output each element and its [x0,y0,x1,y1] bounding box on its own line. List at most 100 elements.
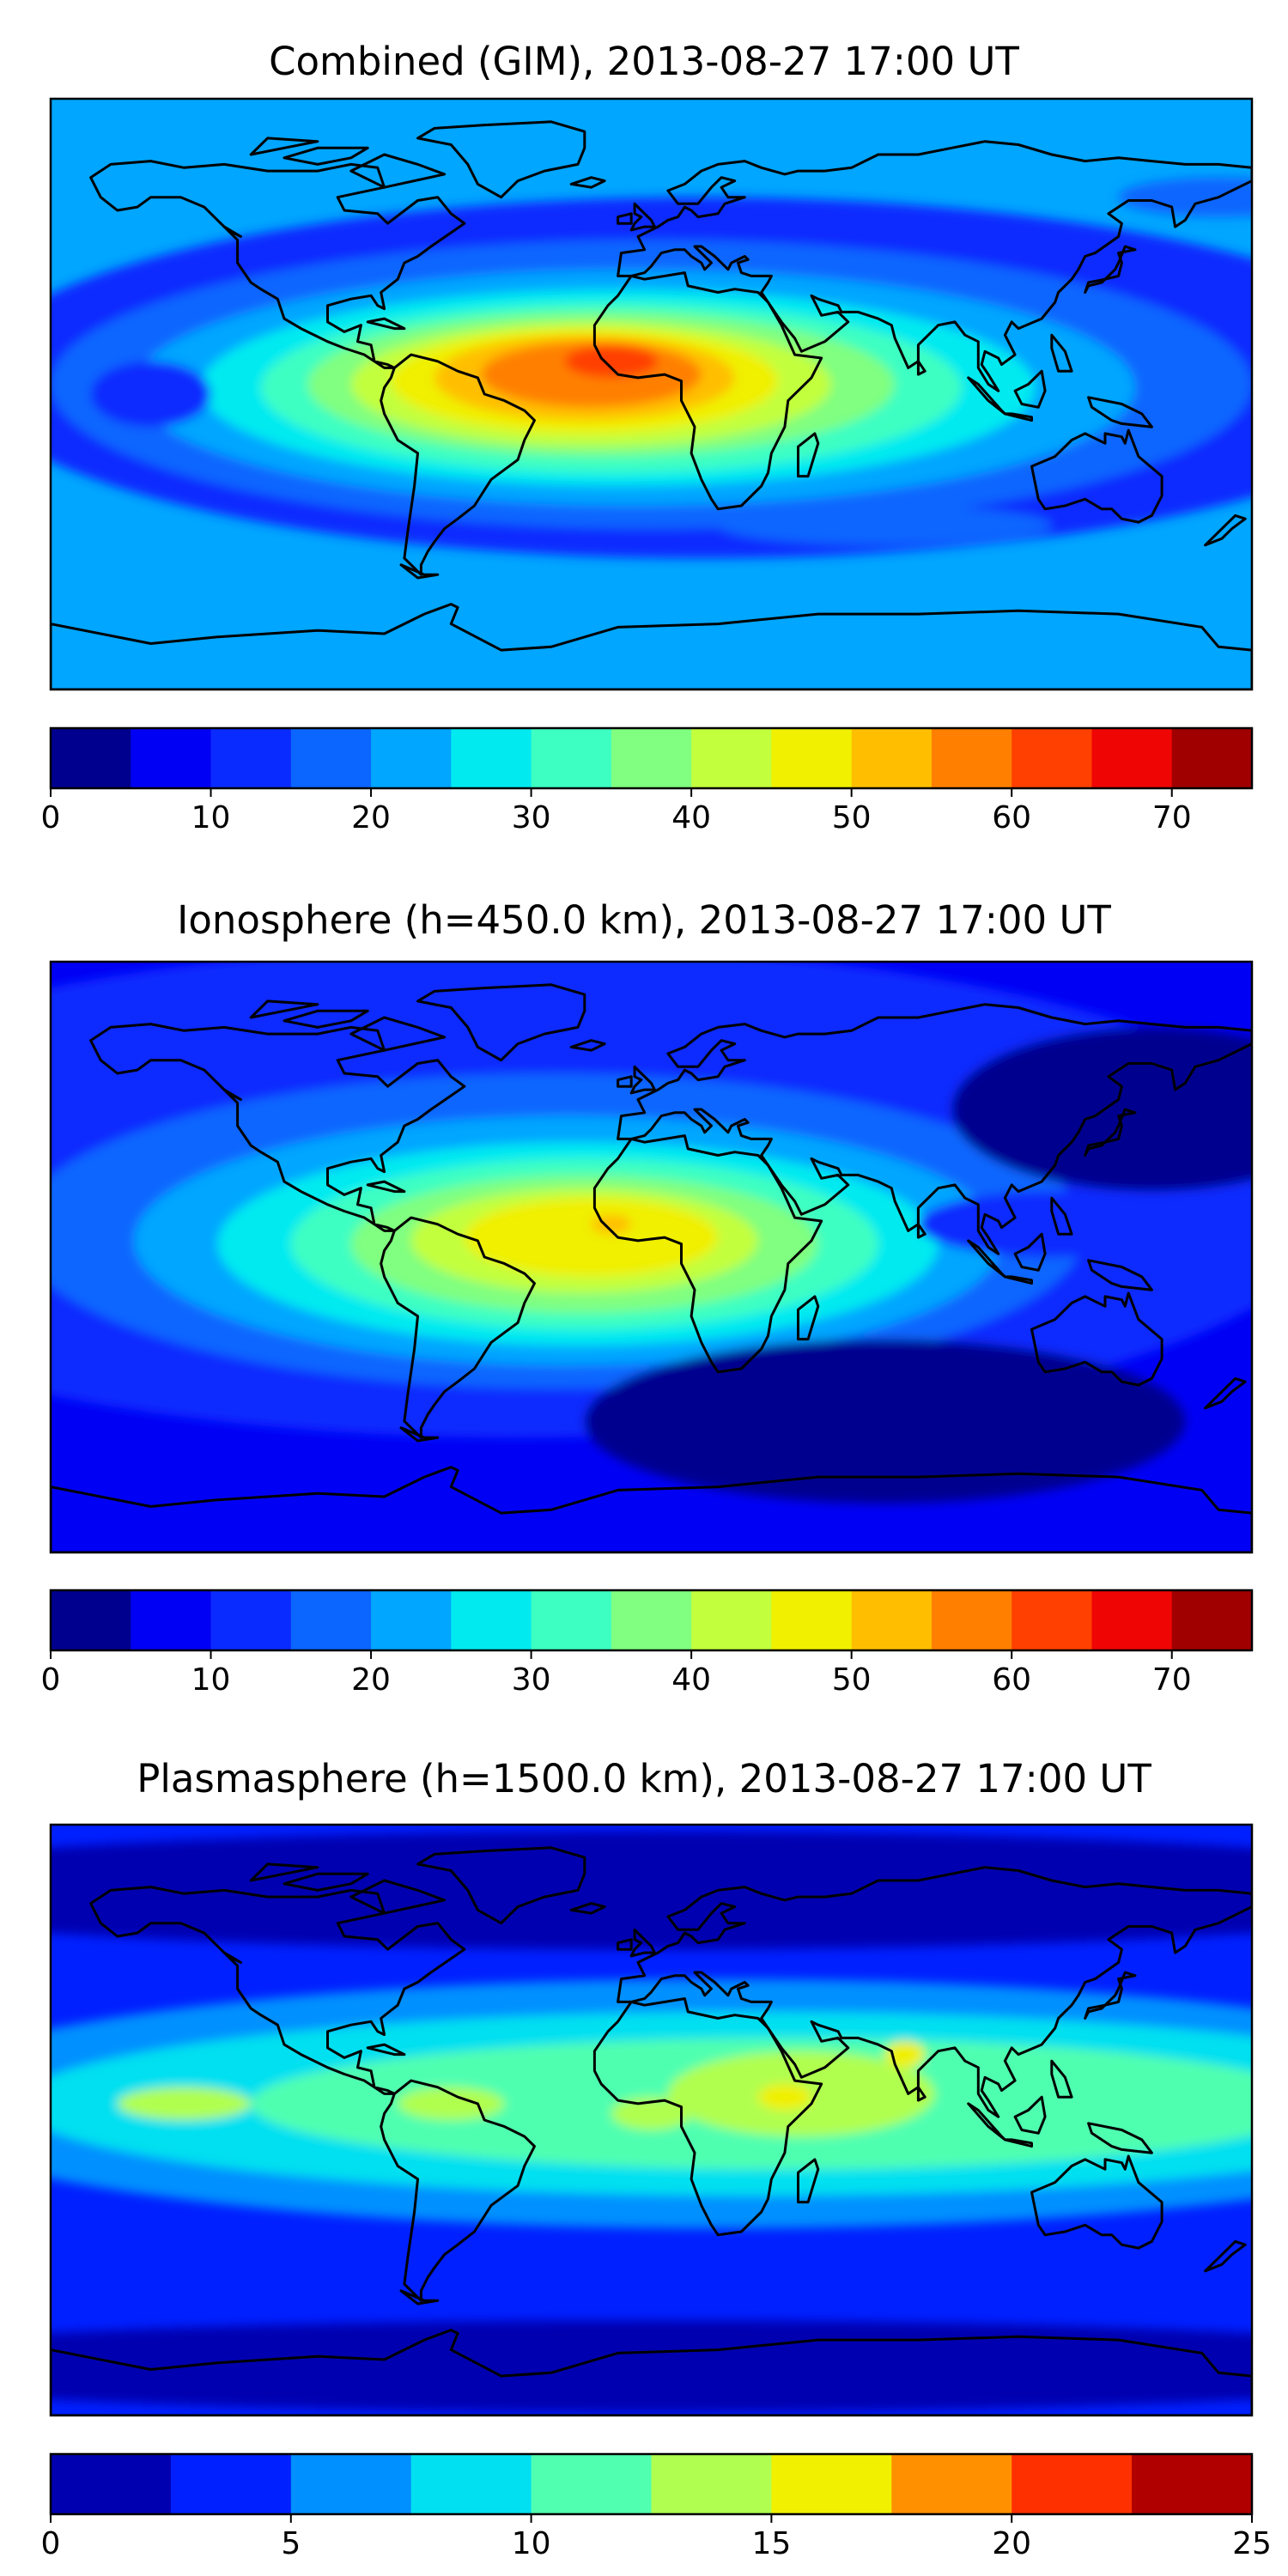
coastline [1003,2138,1033,2148]
coastline [967,1239,1006,1279]
colorbar-swatch [531,1590,612,1650]
coastline [222,225,242,238]
coastline [569,1902,606,1915]
contour-zone [398,2087,505,2120]
coastline [629,1928,656,1958]
coastline [399,563,440,580]
panel-title: Ionosphere (h=450.0 km), 2013-08-27 17:0… [177,897,1111,943]
contour-zone [51,1831,1252,1950]
coastline [1050,333,1073,373]
colorbar-swatch [1012,2454,1133,2514]
colorbar-tick-label: 70 [1152,800,1192,835]
coastline [1087,2122,1153,2154]
coastline [366,1180,406,1194]
contour-zone [611,2097,692,2130]
colorbar-swatch [851,1590,933,1650]
colorbar-swatch [451,1590,532,1650]
coastline [249,1862,319,1882]
coastline [629,202,656,232]
contour-zone [51,2320,1252,2413]
colorbar-swatch [1132,2454,1253,2514]
contour-zone [718,505,1052,545]
coastline [1013,369,1047,409]
colorbar-swatch [371,728,452,788]
colorbar-tick-label: 70 [1152,1662,1192,1698]
contour-zone [584,1339,1186,1504]
colorbar-swatch [210,1590,292,1650]
coastline [349,153,447,189]
coastline [1084,245,1137,294]
colorbar-swatch [771,2454,892,2514]
colorbar-swatch [451,728,532,788]
colorbar-tick-label: 40 [671,800,711,835]
coastline [416,1846,586,1925]
colorbar: 0 5 10 15 20 25 [41,2452,1272,2561]
coastline [592,271,823,511]
coastlines [51,120,1252,690]
colorbar-swatch [1012,1590,1093,1650]
contour-zone [117,2087,252,2120]
colorbar-swatch [771,728,853,788]
coastline [380,353,536,576]
coastline [592,1134,823,1374]
coastline [222,1088,242,1101]
coastline [222,1951,242,1964]
map-frame [49,960,1254,1554]
colorbar-frame [49,1589,1254,1652]
coastline [366,2043,406,2057]
colorbar-swatch [290,2454,412,2514]
colorbar-tick-label: 60 [992,800,1031,835]
coastline [617,1938,633,1951]
colorbar-swatch [611,728,692,788]
coastline [967,2102,1006,2142]
colorbar-tick-label: 20 [351,800,391,835]
colorbar-swatch [131,1590,212,1650]
colorbar-swatch [1171,728,1253,788]
coastline [1050,1196,1073,1236]
colorbar-tick-label: 0 [41,800,61,835]
colorbar-tick-label: 30 [512,800,551,835]
coastline [283,1872,369,1892]
panel-combined: Combined (GIM), 2013-08-27 17:00 UT 0 10 2… [41,39,1254,835]
panel-ionosphere: Ionosphere (h=450.0 km), 2013-08-27 17:0… [41,897,1254,1698]
coastline [1013,1232,1047,1272]
coastline [51,603,1252,690]
coastline [617,1003,1252,1255]
colorbar-swatch [531,2454,653,2514]
coastline [1030,428,1163,524]
contour-zone [1118,177,1252,217]
coastline [1030,2154,1163,2250]
coastline [617,1866,1252,2118]
colorbar-swatch [771,1590,853,1650]
colorbar-swatch [290,728,372,788]
colorbar: 0 10 20 30 40 50 60 70 [41,1589,1254,1698]
coastline [366,317,406,331]
colorbar-tick-label: 25 [1232,2526,1272,2561]
colorbar-swatch [891,2454,1012,2514]
colorbar-swatch [131,728,212,788]
coastline [380,2079,536,2302]
coastline [1084,1971,1137,2020]
colorbar-tick-label: 10 [512,2526,551,2561]
coastline [249,999,319,1019]
colorbar-tick-label: 15 [751,2526,791,2561]
coastline [569,176,606,189]
coastline [916,360,927,376]
coastline [51,2329,1252,2415]
tec-field [51,99,1252,690]
coastline [1013,2095,1047,2135]
colorbar-swatch [51,2454,172,2514]
coastline [349,1016,447,1052]
colorbar-swatch [851,728,933,788]
coastline [1087,1259,1153,1291]
coastline [1204,1376,1247,1410]
colorbar-tick-label: 10 [191,1662,231,1698]
colorbar-frame [49,726,1254,790]
tec-field [51,962,1252,1552]
coastline [1050,2059,1073,2099]
contour-zone [564,344,659,378]
colorbar-tick-label: 50 [832,1662,872,1698]
contour-zone [884,2041,926,2068]
coastline [51,1466,1252,1552]
coastline [1204,2239,1247,2273]
